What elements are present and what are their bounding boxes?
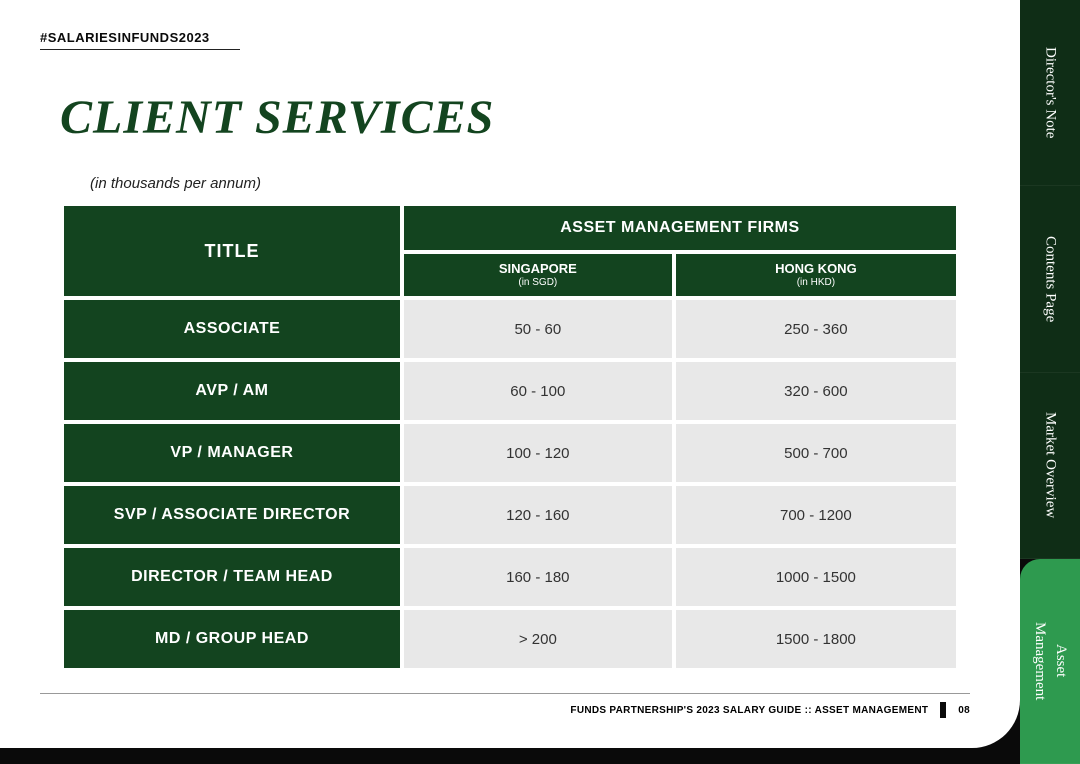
row-title: DIRECTOR / TEAM HEAD <box>64 548 400 606</box>
header-singapore: SINGAPORE (in SGD) <box>404 254 672 296</box>
subtitle: (in thousands per annum) <box>90 175 970 192</box>
side-tabs: Director's NoteContents PageMarket Overv… <box>1020 0 1080 764</box>
header-singapore-unit: (in SGD) <box>404 277 672 288</box>
table-row: ASSOCIATE50 - 60250 - 360 <box>64 300 956 358</box>
footer-text: FUNDS PARTNERSHIP'S 2023 SALARY GUIDE ::… <box>570 705 928 716</box>
cell-hongkong: 700 - 1200 <box>676 486 956 544</box>
table-row: VP / MANAGER100 - 120500 - 700 <box>64 424 956 482</box>
row-title: ASSOCIATE <box>64 300 400 358</box>
header-hongkong-label: HONG KONG <box>775 261 857 276</box>
header-group: ASSET MANAGEMENT FIRMS <box>404 206 956 250</box>
cell-hongkong: 1000 - 1500 <box>676 548 956 606</box>
header-hongkong-unit: (in HKD) <box>676 277 956 288</box>
cell-singapore: 100 - 120 <box>404 424 672 482</box>
footer-page: 08 <box>958 705 970 716</box>
cell-singapore: > 200 <box>404 610 672 668</box>
cell-hongkong: 1500 - 1800 <box>676 610 956 668</box>
side-tab[interactable]: Director's Note <box>1020 0 1080 186</box>
side-tab[interactable]: Contents Page <box>1020 186 1080 372</box>
header-hongkong: HONG KONG (in HKD) <box>676 254 956 296</box>
header-title: TITLE <box>64 206 400 296</box>
row-title: MD / GROUP HEAD <box>64 610 400 668</box>
cell-singapore: 50 - 60 <box>404 300 672 358</box>
hashtag: #SALARIESINFUNDS2023 <box>40 30 240 50</box>
side-tab[interactable]: Asset Management <box>1020 559 1080 764</box>
cell-singapore: 60 - 100 <box>404 362 672 420</box>
header-singapore-label: SINGAPORE <box>499 261 577 276</box>
cell-hongkong: 320 - 600 <box>676 362 956 420</box>
salary-table-wrap: TITLE ASSET MANAGEMENT FIRMS SINGAPORE (… <box>60 202 960 672</box>
footer: FUNDS PARTNERSHIP'S 2023 SALARY GUIDE ::… <box>40 693 970 718</box>
side-tab[interactable]: Market Overview <box>1020 373 1080 559</box>
cell-singapore: 120 - 160 <box>404 486 672 544</box>
page-title: CLIENT SERVICES <box>60 90 970 145</box>
table-row: MD / GROUP HEAD> 2001500 - 1800 <box>64 610 956 668</box>
page-content: #SALARIESINFUNDS2023 CLIENT SERVICES (in… <box>0 0 1020 748</box>
row-title: AVP / AM <box>64 362 400 420</box>
salary-table: TITLE ASSET MANAGEMENT FIRMS SINGAPORE (… <box>60 202 960 672</box>
cell-hongkong: 500 - 700 <box>676 424 956 482</box>
cell-singapore: 160 - 180 <box>404 548 672 606</box>
cell-hongkong: 250 - 360 <box>676 300 956 358</box>
row-title: VP / MANAGER <box>64 424 400 482</box>
table-row: SVP / ASSOCIATE DIRECTOR120 - 160700 - 1… <box>64 486 956 544</box>
table-row: DIRECTOR / TEAM HEAD160 - 1801000 - 1500 <box>64 548 956 606</box>
table-row: AVP / AM60 - 100320 - 600 <box>64 362 956 420</box>
footer-bar <box>940 702 946 718</box>
row-title: SVP / ASSOCIATE DIRECTOR <box>64 486 400 544</box>
